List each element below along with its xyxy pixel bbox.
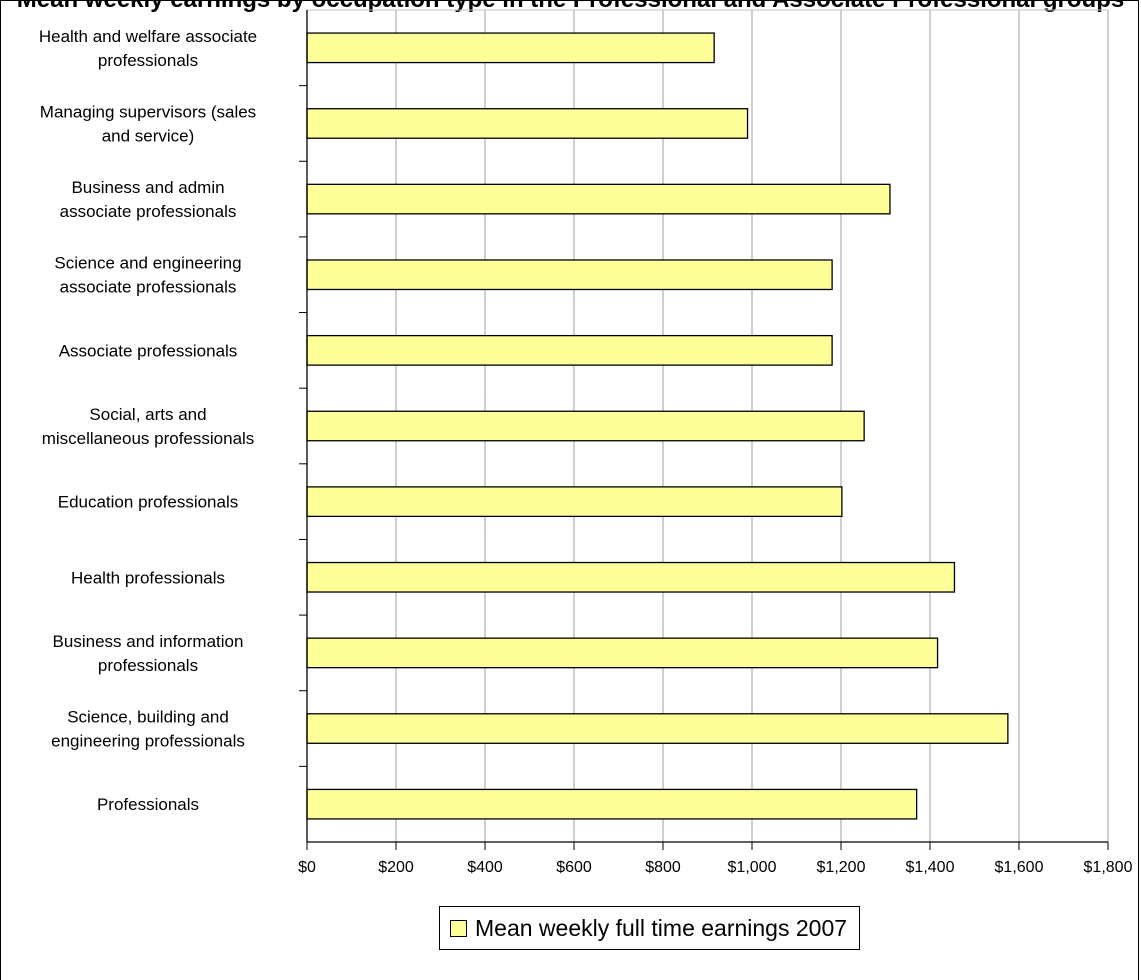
category-label-line: Education professionals (58, 493, 239, 512)
x-tick-label: $400 (467, 859, 503, 876)
category-label: Business and information professionals (53, 632, 244, 675)
legend-label: Mean weekly full time earnings 2007 (475, 914, 848, 941)
category-label: Science, building and engineering profess… (51, 708, 245, 751)
bar (306, 259, 833, 291)
x-tick-label: $0 (298, 859, 316, 876)
bar (306, 637, 939, 669)
category-label-line: Science, building and (67, 708, 229, 727)
legend: Mean weekly full time earnings 2007 (439, 906, 861, 950)
x-tick-label: $1,400 (906, 859, 955, 876)
category-label: Social, arts and miscellaneous profession… (42, 405, 255, 448)
category-label-line: Health professionals (71, 568, 225, 587)
category-label-line: Managing supervisors (sales (40, 102, 256, 121)
bar (306, 410, 865, 442)
category-label-line: associate professionals (60, 278, 237, 297)
x-tick-label: $1,600 (995, 859, 1044, 876)
category-label-line: professionals (98, 51, 198, 70)
category-label-line: Business and information (53, 632, 244, 651)
bar-chart: $0 $200 $400 $600 $800 $1,000 $1,200 $1,400 $1,6… (39, 9, 1133, 876)
x-tick-label: $200 (378, 859, 414, 876)
x-tick-label: $1,000 (728, 859, 777, 876)
category-label: Associate professionals (59, 341, 238, 360)
bar (306, 486, 843, 518)
category-label-line: Science and engineering (54, 254, 241, 273)
category-label-line: Health and welfare associate (39, 27, 257, 46)
bar (306, 32, 715, 64)
bar (306, 108, 749, 139)
x-tick-label: $800 (645, 859, 681, 876)
bar (306, 183, 891, 215)
category-label-line: Professionals (97, 795, 199, 814)
bar (306, 334, 833, 366)
category-label-line: and service) (102, 126, 195, 145)
category-label: Managing supervisors (sales and service) (40, 102, 256, 145)
bar (306, 788, 918, 820)
x-tick-label: $1,200 (817, 859, 866, 876)
category-label: Science and engineering associate profess… (54, 254, 241, 297)
category-label-line: Social, arts and (89, 405, 206, 424)
category-label-line: Associate professionals (59, 341, 238, 360)
bar (306, 713, 1009, 744)
bar (306, 561, 956, 593)
category-label: Health and welfare associate professional… (39, 27, 257, 70)
category-label-line: professionals (98, 656, 198, 675)
category-label-line: Business and admin (71, 178, 224, 197)
category-label: Education professionals (58, 493, 239, 512)
category-label-line: engineering professionals (51, 732, 245, 751)
category-label: Business and admin associate professional… (60, 178, 237, 221)
x-tick-label: $600 (556, 859, 592, 876)
category-label: Health professionals (71, 568, 225, 587)
legend-swatch (450, 919, 467, 937)
category-label: Professionals (97, 795, 199, 814)
category-label-line: miscellaneous professionals (42, 429, 255, 448)
x-tick-label: $1,800 (1084, 859, 1133, 876)
category-label-line: associate professionals (60, 202, 237, 221)
